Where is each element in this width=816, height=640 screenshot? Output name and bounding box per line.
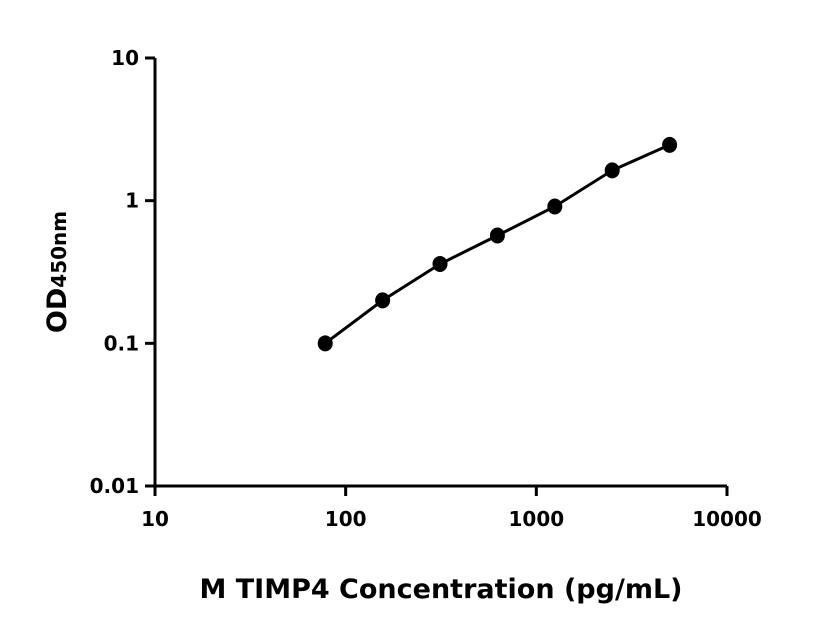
x-tick-label: 100: [325, 507, 367, 531]
x-axis-label: M TIMP4 Concentration (pg/mL): [199, 574, 682, 605]
y-axis-label-sub: 450nm: [47, 211, 71, 288]
data-point: [489, 227, 505, 244]
x-tick-label: 10000: [692, 507, 762, 531]
data-point: [604, 162, 620, 179]
y-axis-label-main: OD: [42, 288, 73, 333]
x-tick-label: 10: [141, 507, 169, 531]
data-point: [432, 255, 448, 272]
y-tick-label: 10: [111, 46, 139, 70]
data-point: [662, 136, 678, 153]
ticks: 10 100 1000 10000 0.01 0.1 1 10: [90, 46, 762, 531]
y-tick-label: 0.1: [104, 331, 139, 355]
x-tick-label: 1000: [508, 507, 564, 531]
y-axis-label: OD450nm: [42, 211, 73, 333]
data-point: [375, 292, 391, 309]
y-tick-label: 1: [125, 189, 139, 213]
data-point: [317, 335, 333, 352]
data-point: [547, 198, 563, 215]
y-tick-label: 0.01: [90, 474, 139, 498]
data-points: [317, 136, 678, 352]
axes: [153, 58, 727, 488]
